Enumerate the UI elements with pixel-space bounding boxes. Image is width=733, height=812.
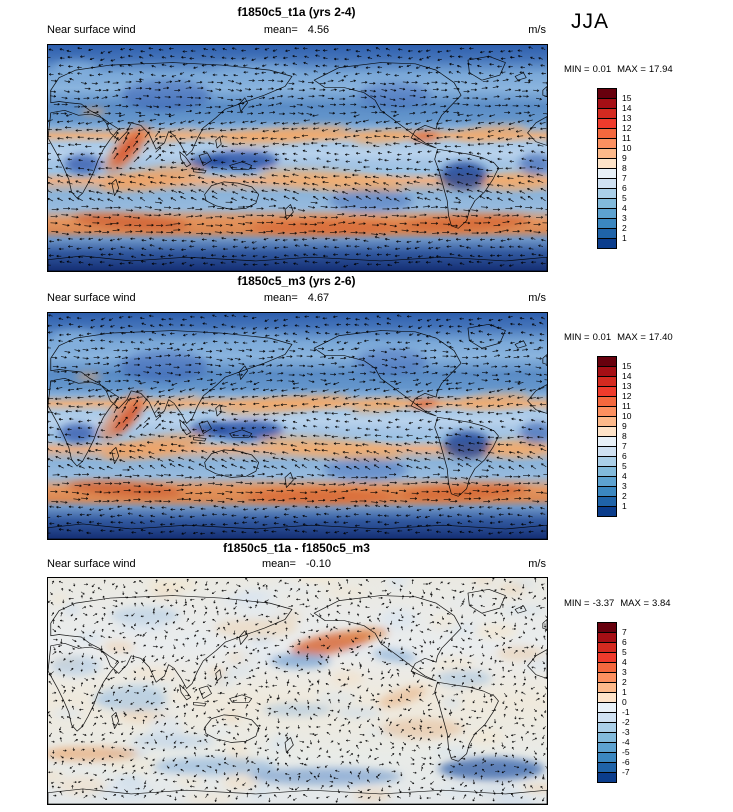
max-label: MAX = xyxy=(617,64,646,75)
units-label: m/s xyxy=(528,24,546,36)
colorbar-tick: 9 xyxy=(622,421,627,431)
panel-subheader: Near surface wind mean= 4.56 m/s xyxy=(47,24,546,38)
colorbar-tick: -5 xyxy=(622,747,630,757)
colorbar-tick: 1 xyxy=(622,233,627,243)
max-value: 17.40 xyxy=(648,332,673,343)
mean-value: 4.56 xyxy=(307,24,330,36)
mean-label: mean= xyxy=(263,292,298,304)
colorbar-tick: 14 xyxy=(622,103,632,113)
units-label: m/s xyxy=(528,558,546,570)
mean-label: mean= xyxy=(261,558,296,570)
colorbar-tick: 12 xyxy=(622,391,632,401)
colorbar-tick: 3 xyxy=(622,481,627,491)
colorbar-tick: -1 xyxy=(622,707,630,717)
panel-subheader: Near surface wind mean= 4.67 m/s xyxy=(47,292,546,306)
colorbar-tick: 4 xyxy=(622,471,627,481)
mean-value: 4.67 xyxy=(307,292,330,304)
panel-title: f1850c5_m3 (yrs 2-6) xyxy=(237,274,356,288)
colorbar-tick: 8 xyxy=(622,431,627,441)
mean-readout: mean= 4.67 xyxy=(264,292,329,304)
mean-readout: mean= 4.56 xyxy=(264,24,329,36)
colorbar-tick: 13 xyxy=(622,113,632,123)
panel-title: f1850c5_t1a - f1850c5_m3 xyxy=(223,541,370,555)
variable-label: Near surface wind xyxy=(47,24,136,36)
min-value: -3.37 xyxy=(592,598,615,609)
colorbar-tick: 9 xyxy=(622,153,627,163)
colorbar-tick: -7 xyxy=(622,767,630,777)
colorbar-box xyxy=(597,772,617,783)
colorbar-tick: 7 xyxy=(622,627,627,637)
colorbar-box xyxy=(597,506,617,517)
colorbar-box xyxy=(597,238,617,249)
colorbar-tick: 8 xyxy=(622,163,627,173)
minmax-readout: MIN = 0.01 MAX = 17.94 xyxy=(564,64,673,75)
min-value: 0.01 xyxy=(592,64,612,75)
colorbar-tick: 1 xyxy=(622,501,627,511)
colorbar-tick: -6 xyxy=(622,757,630,767)
map-panel xyxy=(47,312,548,540)
colorbar-tick: 10 xyxy=(622,411,632,421)
colorbar-tick: 6 xyxy=(622,183,627,193)
colorbar-tick: 3 xyxy=(622,213,627,223)
colorbar-tick: 4 xyxy=(622,657,627,667)
max-value: 3.84 xyxy=(652,598,671,609)
min-label: MIN = xyxy=(564,64,590,75)
world-wind-map xyxy=(48,313,547,539)
colorbar-tick: -2 xyxy=(622,717,630,727)
colorbar-tick: 11 xyxy=(622,401,631,411)
colorbar-tick: 12 xyxy=(622,123,632,133)
colorbar-tick: 1 xyxy=(622,687,627,697)
max-value: 17.94 xyxy=(648,64,673,75)
difference-wind-map xyxy=(48,578,547,804)
mean-value: -0.10 xyxy=(305,558,332,570)
panel-title: f1850c5_t1a (yrs 2-4) xyxy=(237,5,356,19)
world-wind-map xyxy=(48,45,547,271)
colorbar-tick: 13 xyxy=(622,381,632,391)
colorbar-tick: 0 xyxy=(622,697,627,707)
colorbar-tick: 7 xyxy=(622,441,627,451)
colorbar-tick: 7 xyxy=(622,173,627,183)
colorbar: 15 14 13 12 11 10 9 8 7 6 5 4 3 2 1 xyxy=(597,88,647,252)
colorbar-tick: 2 xyxy=(622,677,627,687)
colorbar-tick: 6 xyxy=(622,451,627,461)
max-label: MAX = xyxy=(620,598,650,609)
colorbar: 7 6 5 4 3 2 1 0 -1 -2 -3 -4 -5 -6 -7 xyxy=(597,622,647,786)
variable-label: Near surface wind xyxy=(47,558,136,570)
colorbar-tick: 4 xyxy=(622,203,627,213)
colorbar-tick: -4 xyxy=(622,737,630,747)
mean-readout: mean= -0.10 xyxy=(262,558,331,570)
colorbar-tick: -3 xyxy=(622,727,630,737)
variable-label: Near surface wind xyxy=(47,292,136,304)
colorbar-tick: 15 xyxy=(622,361,632,371)
map-panel xyxy=(47,44,548,272)
colorbar-tick: 5 xyxy=(622,647,627,657)
colorbar-tick: 11 xyxy=(622,133,631,143)
panel-subheader: Near surface wind mean= -0.10 m/s xyxy=(47,558,546,572)
min-value: 0.01 xyxy=(592,332,612,343)
colorbar-tick: 2 xyxy=(622,223,627,233)
max-label: MAX = xyxy=(617,332,646,343)
season-label: JJA xyxy=(571,10,610,33)
colorbar-tick: 14 xyxy=(622,371,632,381)
map-panel xyxy=(47,577,548,805)
units-label: m/s xyxy=(528,292,546,304)
minmax-readout: MIN = -3.37 MAX = 3.84 xyxy=(564,598,671,609)
colorbar-tick: 5 xyxy=(622,193,627,203)
colorbar-tick: 3 xyxy=(622,667,627,677)
colorbar-tick: 10 xyxy=(622,143,632,153)
mean-label: mean= xyxy=(263,24,298,36)
colorbar-tick: 2 xyxy=(622,491,627,501)
min-label: MIN = xyxy=(564,332,590,343)
colorbar-tick: 5 xyxy=(622,461,627,471)
colorbar: 15 14 13 12 11 10 9 8 7 6 5 4 3 2 1 xyxy=(597,356,647,520)
min-label: MIN = xyxy=(564,598,590,609)
colorbar-tick: 15 xyxy=(622,93,632,103)
minmax-readout: MIN = 0.01 MAX = 17.40 xyxy=(564,332,673,343)
colorbar-tick: 6 xyxy=(622,637,627,647)
